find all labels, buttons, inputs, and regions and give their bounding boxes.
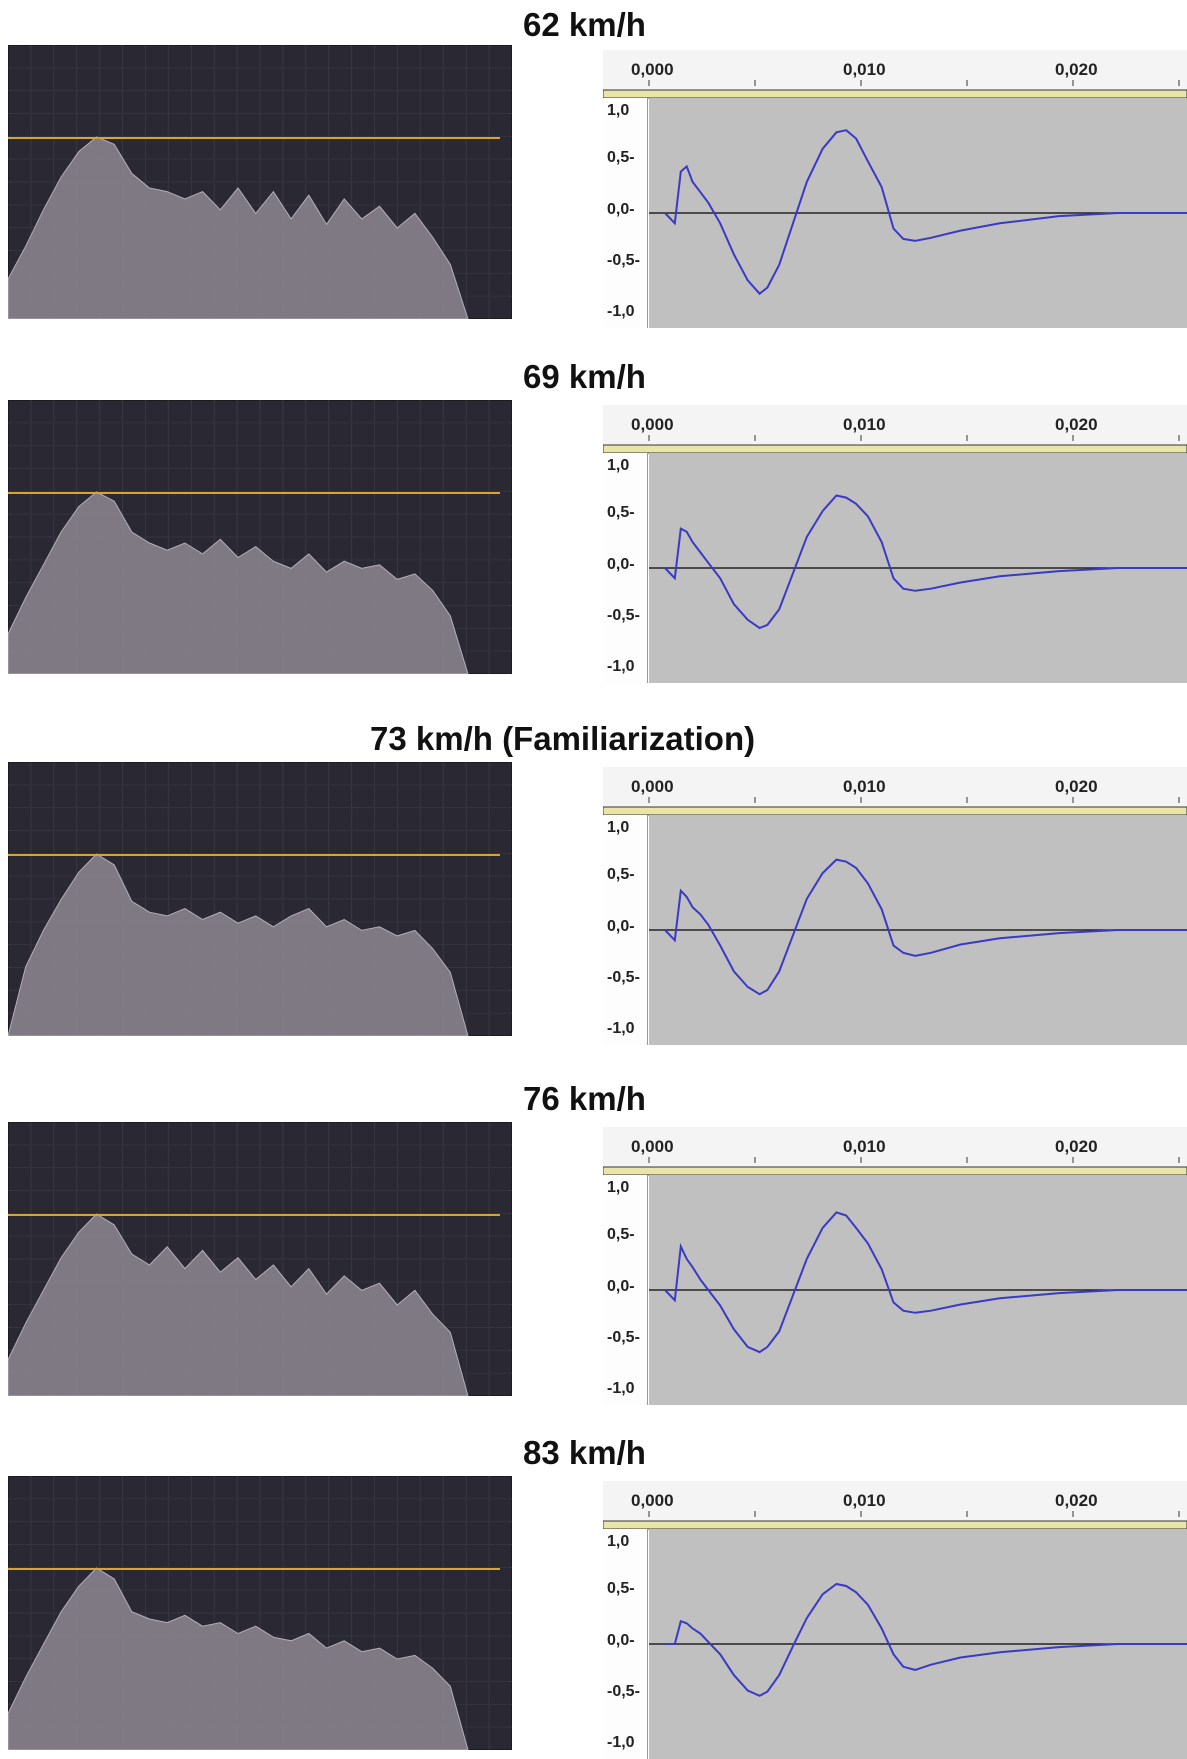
y-axis: 1,0 0,5- 0,0- -0,5- -1,0 <box>603 1529 648 1759</box>
spectrum-svg <box>8 400 512 674</box>
waveform-svg <box>603 50 1187 328</box>
y-tick-label: 0,5- <box>607 1226 635 1244</box>
spectrum-panel <box>8 1122 512 1396</box>
spectrum-panel <box>8 762 512 1036</box>
waveform-svg <box>603 405 1187 683</box>
spectrum-area <box>8 492 468 674</box>
spectrum-svg <box>8 762 512 1036</box>
y-tick-label: 0,0- <box>607 1632 635 1650</box>
y-tick-label: -1,0 <box>607 1380 635 1398</box>
waveform-svg <box>603 1481 1187 1759</box>
spectrum-panel <box>8 400 512 674</box>
y-axis: 1,0 0,5- 0,0- -0,5- -1,0 <box>603 453 648 683</box>
y-tick-label: -0,5- <box>607 969 640 987</box>
y-tick-label: 1,0 <box>607 819 629 837</box>
y-tick-label: 1,0 <box>607 1533 629 1551</box>
spectrum-area <box>8 1214 468 1396</box>
y-tick-label: 0,0- <box>607 918 635 936</box>
row-title: 83 km/h <box>523 1436 646 1469</box>
spectrum-panel <box>8 45 512 319</box>
waveform-panel: 0,000 0,010 0,020 1,0 0,5- 0,0- -0,5- -1,0 <box>603 50 1187 328</box>
y-tick-label: -1,0 <box>607 1020 635 1038</box>
waveform-panel: 0,000 0,010 0,020 1,0 0,5- 0,0- -0,5- -1,0 <box>603 1481 1187 1759</box>
y-tick-label: -0,5- <box>607 1329 640 1347</box>
y-tick-label: 1,0 <box>607 102 629 120</box>
track-rail <box>603 807 1187 815</box>
track-rail <box>603 90 1187 98</box>
spectrum-area <box>8 854 468 1036</box>
y-tick-label: 0,5- <box>607 866 635 884</box>
spectrum-area <box>8 1568 468 1750</box>
waveform-svg <box>603 767 1187 1045</box>
row-title: 62 km/h <box>523 8 646 41</box>
spectrum-svg <box>8 1476 512 1750</box>
y-axis: 1,0 0,5- 0,0- -0,5- -1,0 <box>603 815 648 1045</box>
waveform-panel: 0,000 0,010 0,020 1,0 0,5- 0,0- -0,5- -1,0 <box>603 1127 1187 1405</box>
y-tick-label: 0,5- <box>607 149 635 167</box>
track-rail <box>603 1521 1187 1529</box>
y-tick-label: 0,5- <box>607 1580 635 1598</box>
track-rail <box>603 1167 1187 1175</box>
waveform-panel: 0,000 0,010 0,020 1,0 0,5- 0,0- -0,5- -1,0 <box>603 405 1187 683</box>
y-tick-label: 0,5- <box>607 504 635 522</box>
y-tick-label: -0,5- <box>607 607 640 625</box>
y-tick-label: 1,0 <box>607 1179 629 1197</box>
y-tick-label: -0,5- <box>607 1683 640 1701</box>
row-title: 69 km/h <box>523 360 646 393</box>
track-rail <box>603 445 1187 453</box>
spectrum-svg <box>8 1122 512 1396</box>
spectrum-svg <box>8 45 512 319</box>
y-tick-label: -1,0 <box>607 658 635 676</box>
y-tick-label: 0,0- <box>607 201 635 219</box>
y-tick-label: -1,0 <box>607 303 635 321</box>
y-tick-label: -1,0 <box>607 1734 635 1752</box>
y-tick-label: 1,0 <box>607 457 629 475</box>
y-axis: 1,0 0,5- 0,0- -0,5- -1,0 <box>603 1175 648 1405</box>
spectrum-area <box>8 137 468 319</box>
y-tick-label: 0,0- <box>607 1278 635 1296</box>
y-axis: 1,0 0,5- 0,0- -0,5- -1,0 <box>603 98 648 328</box>
y-tick-label: -0,5- <box>607 252 640 270</box>
spectrum-panel <box>8 1476 512 1750</box>
waveform-panel: 0,000 0,010 0,020 1,0 0,5- 0,0- -0,5- -1,0 <box>603 767 1187 1045</box>
row-title: 76 km/h <box>523 1082 646 1115</box>
waveform-svg <box>603 1127 1187 1405</box>
y-tick-label: 0,0- <box>607 556 635 574</box>
row-title: 73 km/h (Familiarization) <box>370 722 755 755</box>
